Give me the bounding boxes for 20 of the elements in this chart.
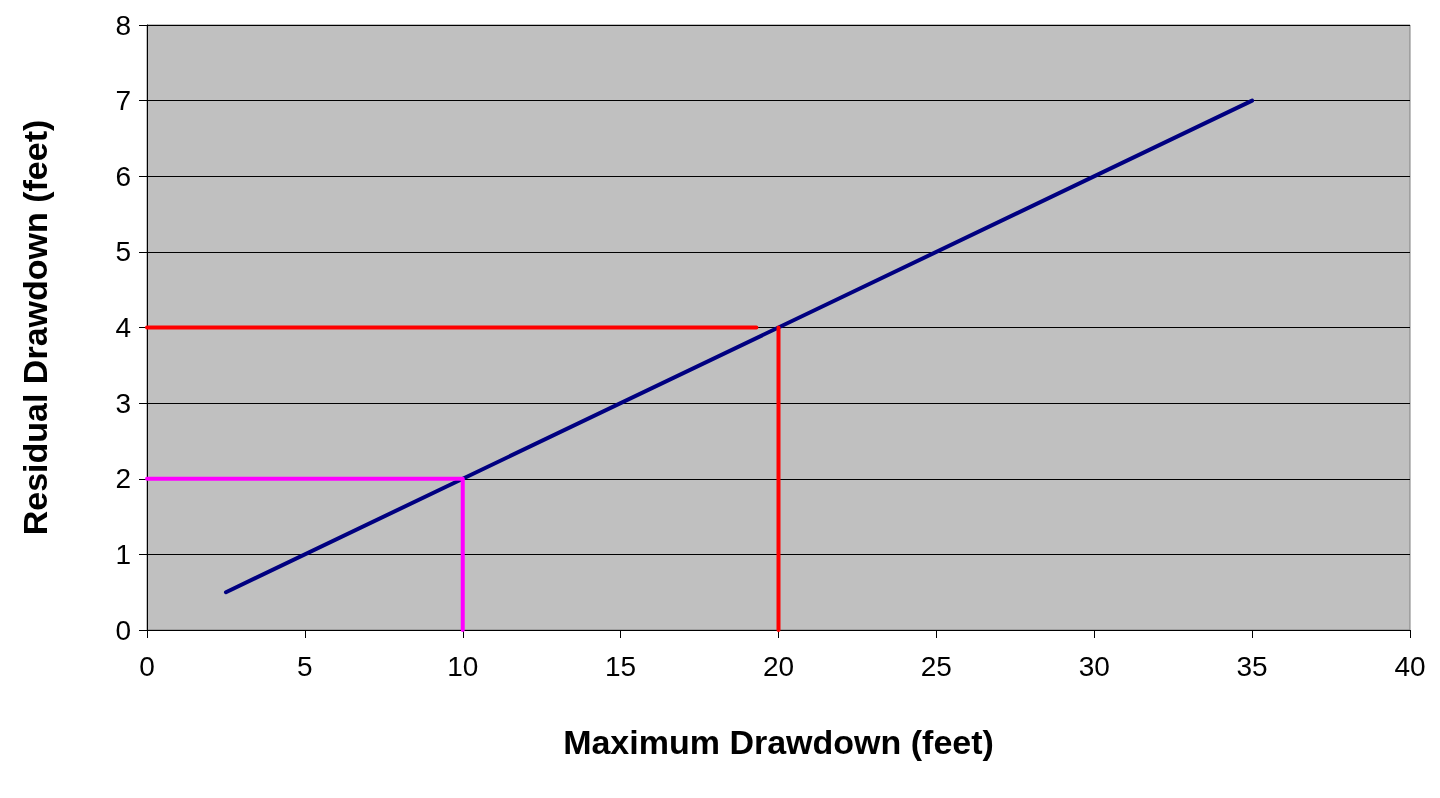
y-tick-label: 6 bbox=[115, 160, 131, 192]
y-tick-label: 5 bbox=[115, 236, 131, 268]
x-tick-label: 20 bbox=[762, 650, 795, 682]
x-tick-label: 0 bbox=[139, 650, 155, 682]
y-tick-label: 3 bbox=[115, 387, 131, 419]
x-tick-label: 35 bbox=[1236, 650, 1268, 682]
x-tick-label: 30 bbox=[1078, 650, 1110, 682]
x-tick-label: 25 bbox=[920, 650, 952, 682]
y-tick-label: 2 bbox=[115, 463, 131, 495]
x-tick-label: 40 bbox=[1394, 650, 1426, 682]
y-tick-label: 1 bbox=[115, 538, 131, 570]
y-tick-label: 8 bbox=[115, 9, 131, 41]
y-axis-title: Residual Drawdown (feet) bbox=[16, 119, 54, 536]
y-tick-label: 4 bbox=[115, 312, 131, 343]
y-tick-label: 0 bbox=[115, 614, 131, 646]
x-axis-title: Maximum Drawdown (feet) bbox=[563, 723, 994, 761]
y-tick-label: 7 bbox=[115, 85, 131, 117]
x-tick-label: 10 bbox=[447, 650, 479, 682]
x-tick-label: 5 bbox=[297, 650, 313, 682]
x-tick-label: 15 bbox=[605, 650, 637, 682]
